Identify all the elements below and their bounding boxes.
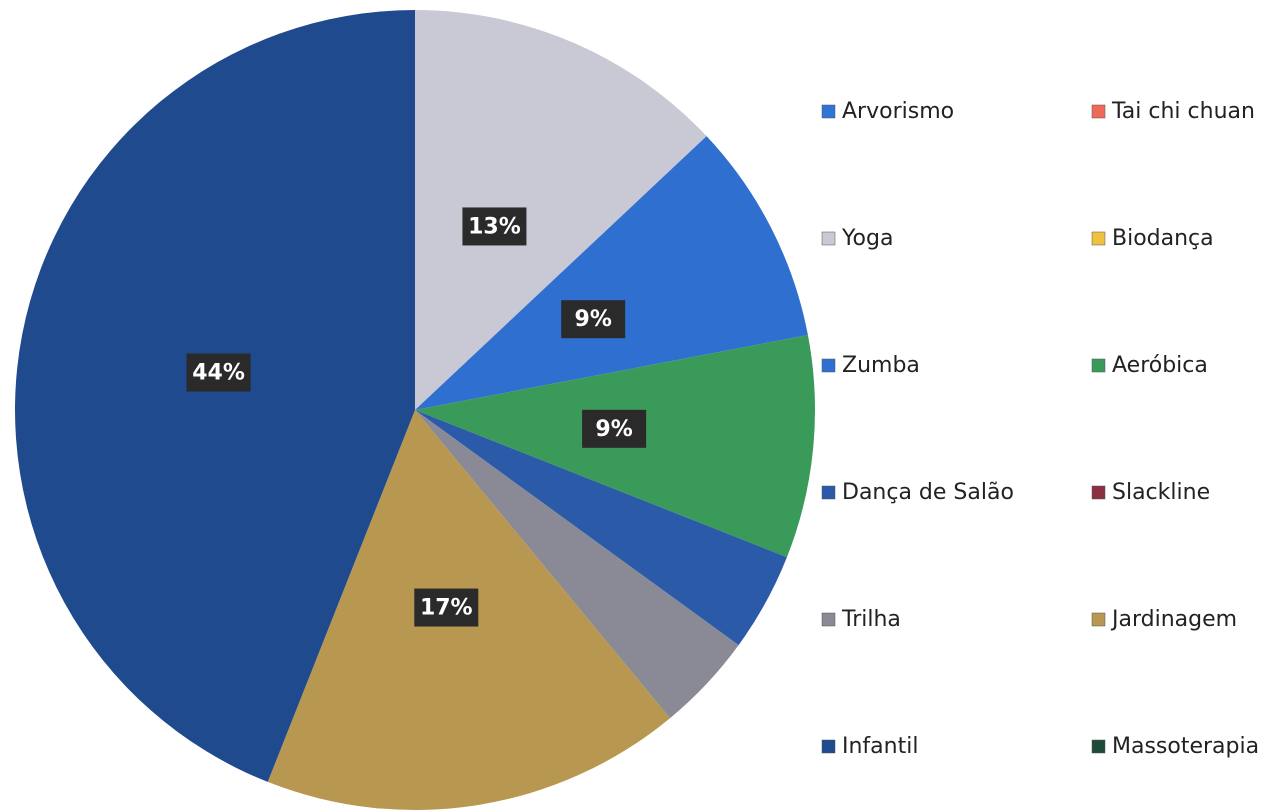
legend-swatch [821,358,836,373]
legend-swatch [821,104,836,119]
legend-swatch [1091,612,1106,627]
legend-swatch [1091,104,1106,119]
legend-label: Tai chi chuan [1111,99,1255,124]
pie-slice [415,10,707,410]
data-label-box [462,207,527,246]
data-label-box [582,409,647,448]
data-label-box [414,588,479,627]
pie-slice [415,136,808,410]
data-label-box [561,300,626,339]
legend-label: Jardinagem [1110,607,1237,632]
legend-label: Zumba [842,353,920,378]
legend-label: Trilha [841,607,901,632]
legend-swatch [1091,485,1106,500]
data-label: 9% [595,417,632,442]
legend-label: Yoga [841,226,893,251]
data-label: 9% [575,307,612,332]
legend-swatch [821,612,836,627]
legend-label: Dança de Salão [842,480,1014,505]
pie-slice [14,10,416,782]
pie-slice [415,410,739,719]
legend-swatch [1091,739,1106,754]
data-label: 17% [420,596,473,621]
data-label: 44% [192,361,245,386]
legend-swatch [821,231,836,246]
data-label: 13% [468,214,521,239]
pie-slice [415,410,787,646]
legend-swatch [1091,231,1106,246]
legend-label: Aeróbica [1112,353,1208,378]
data-label-box [186,353,251,392]
legend-label: Massoterapia [1112,734,1259,759]
legend-label: Infantil [842,734,918,759]
legend-swatch [821,739,836,754]
legend-swatch [1091,358,1106,373]
legend-label: Biodança [1112,226,1214,251]
legend-swatch [821,485,836,500]
legend-label: Slackline [1112,480,1210,505]
legend-label: Arvorismo [842,99,954,124]
